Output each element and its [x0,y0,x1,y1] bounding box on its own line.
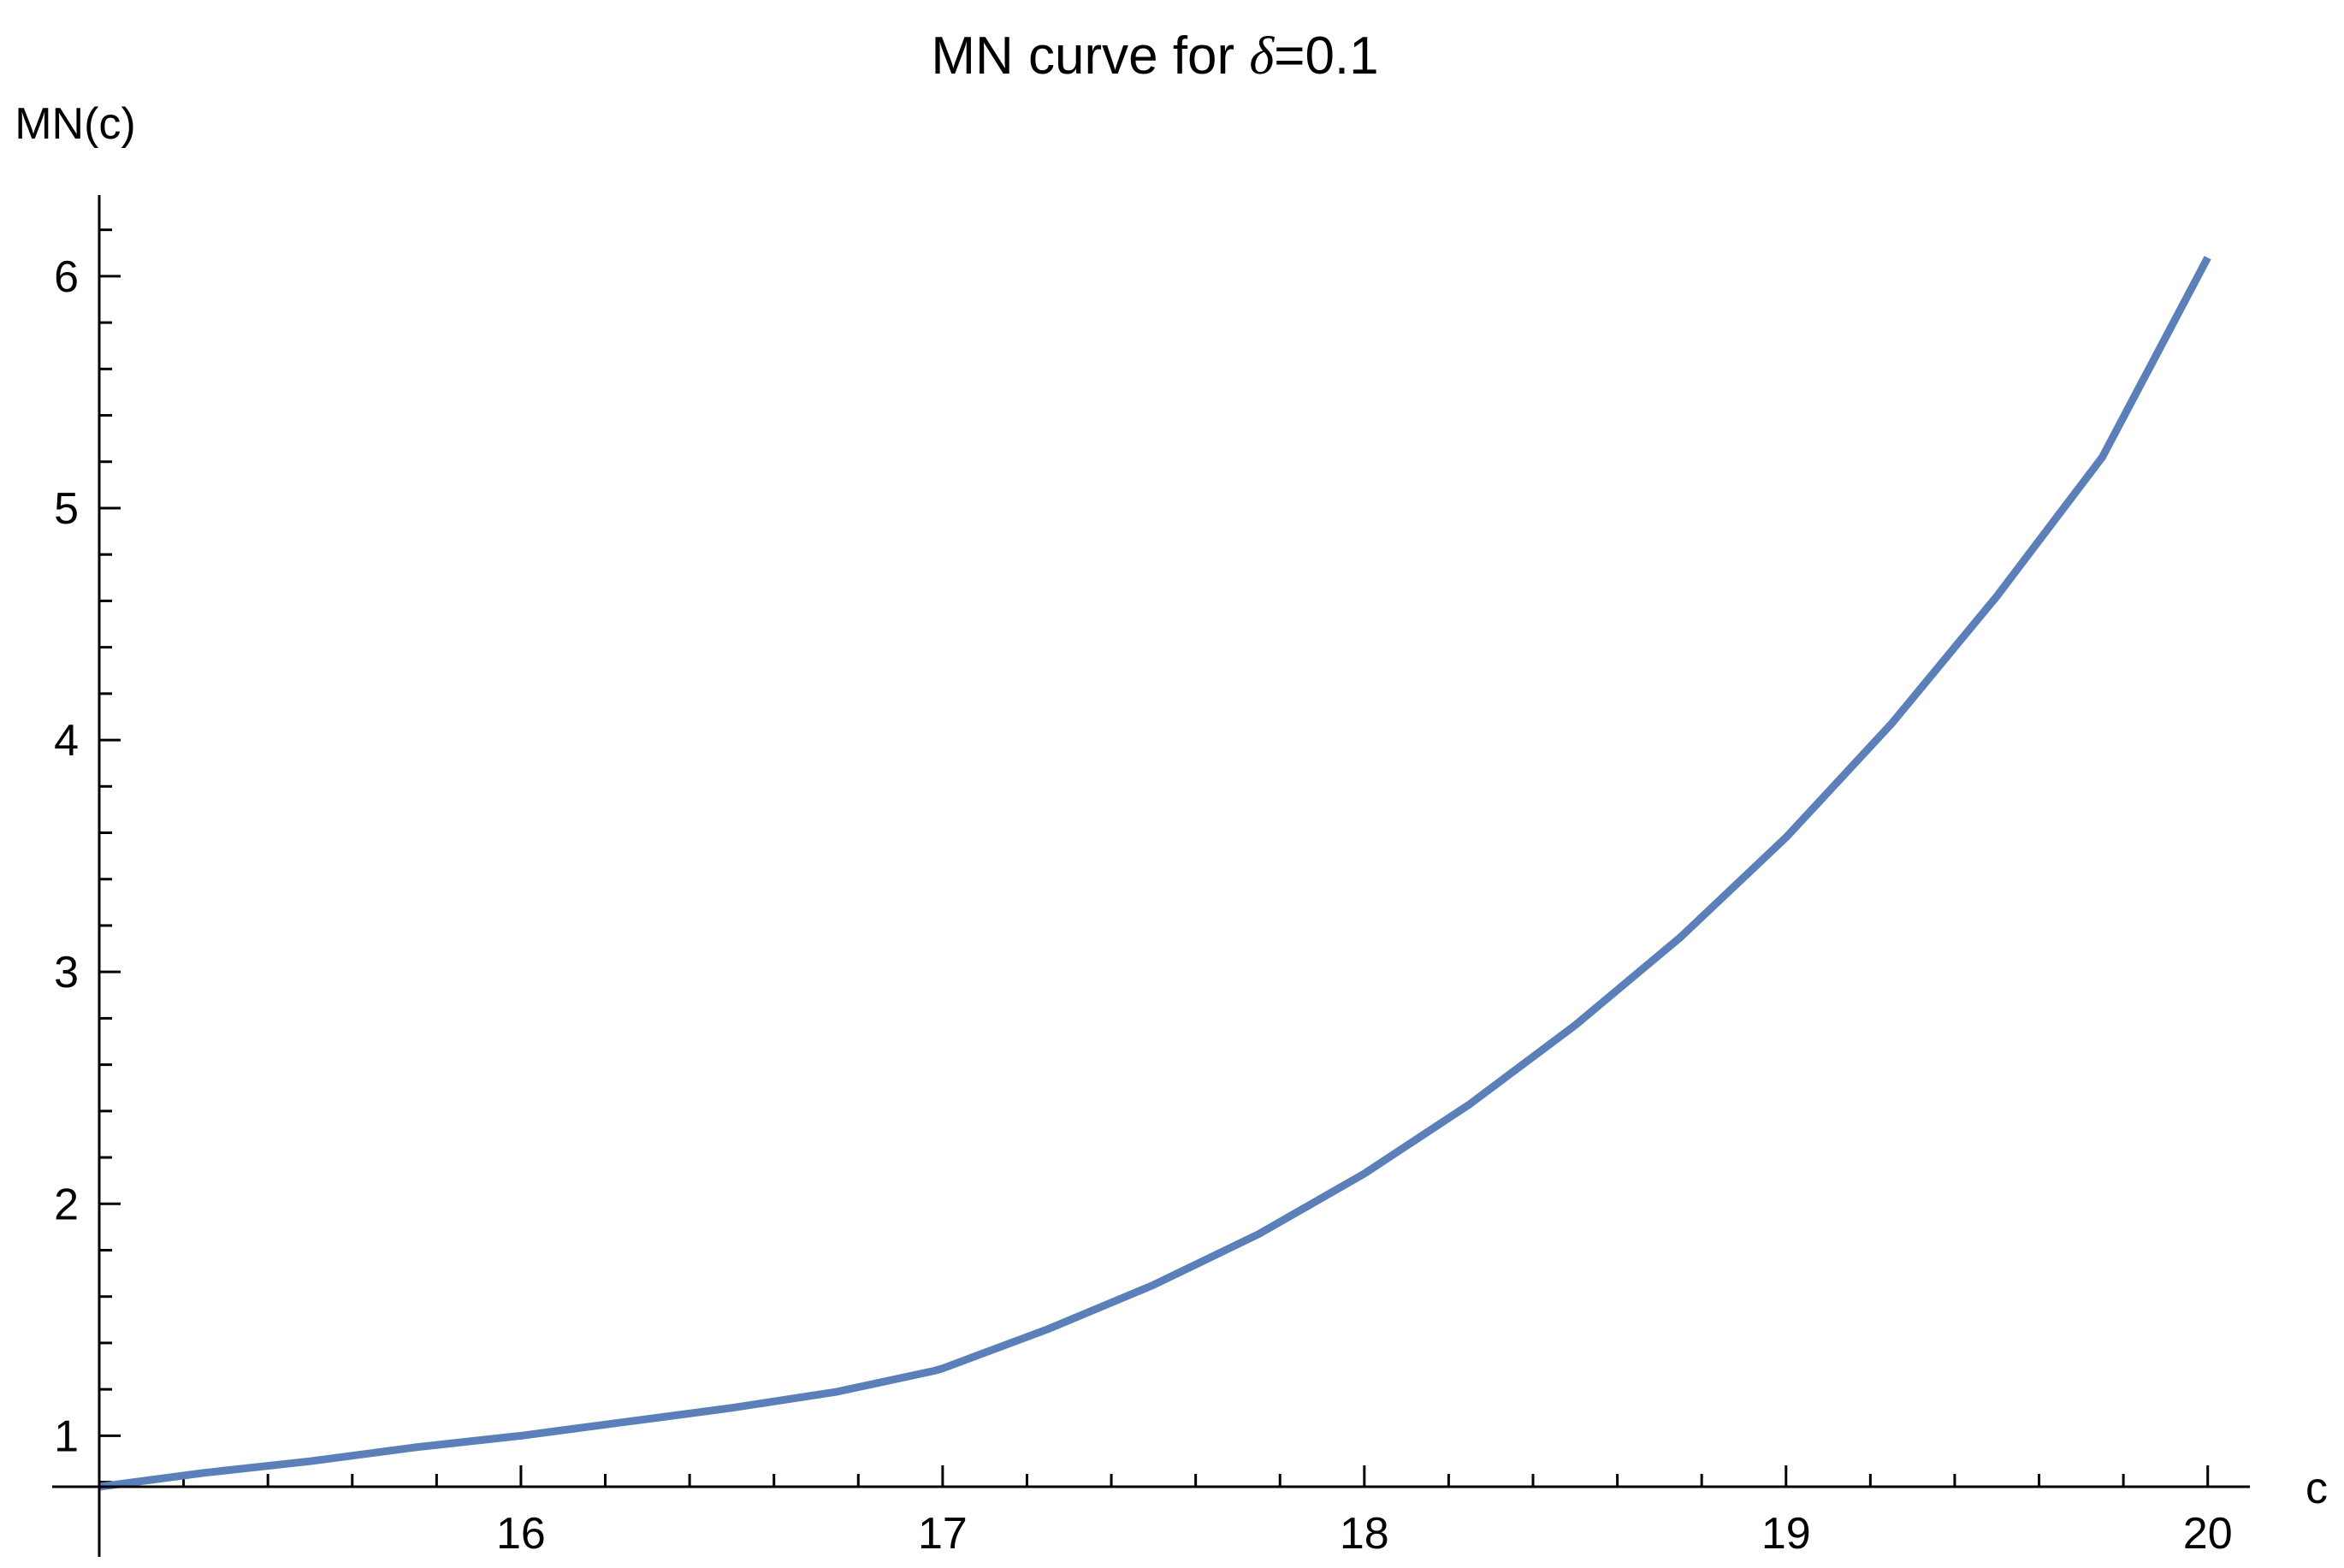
x-tick-label: 20 [2183,1509,2233,1559]
y-tick-label: 1 [54,1411,79,1461]
chart-title-delta-symbol: δ [1249,27,1275,86]
chart-title-suffix: =0.1 [1274,27,1378,86]
chart-title: MN curve for δ=0.1 [931,27,1378,86]
y-tick-label: 5 [54,484,79,534]
x-tick-label: 16 [496,1509,546,1559]
x-axis-label: c [2306,1464,2328,1513]
x-tick-label: 19 [1761,1509,1811,1559]
series-line-mn-curve [98,256,2211,1491]
y-axis-label: MN(c) [15,99,136,149]
x-tick-label: 17 [918,1509,968,1559]
y-tick-label: 2 [54,1180,79,1229]
y-tick-label: 6 [54,252,79,302]
x-tick-label: 18 [1340,1509,1389,1559]
y-axis-ticks: 1 2 3 4 5 6 [54,228,121,1484]
chart-title-prefix: MN curve for [931,27,1249,86]
x-axis-ticks: 16 17 18 19 20 [182,1465,2233,1559]
series-group [98,256,2211,1491]
y-tick-label: 4 [54,716,79,766]
y-tick-label: 3 [54,948,79,997]
